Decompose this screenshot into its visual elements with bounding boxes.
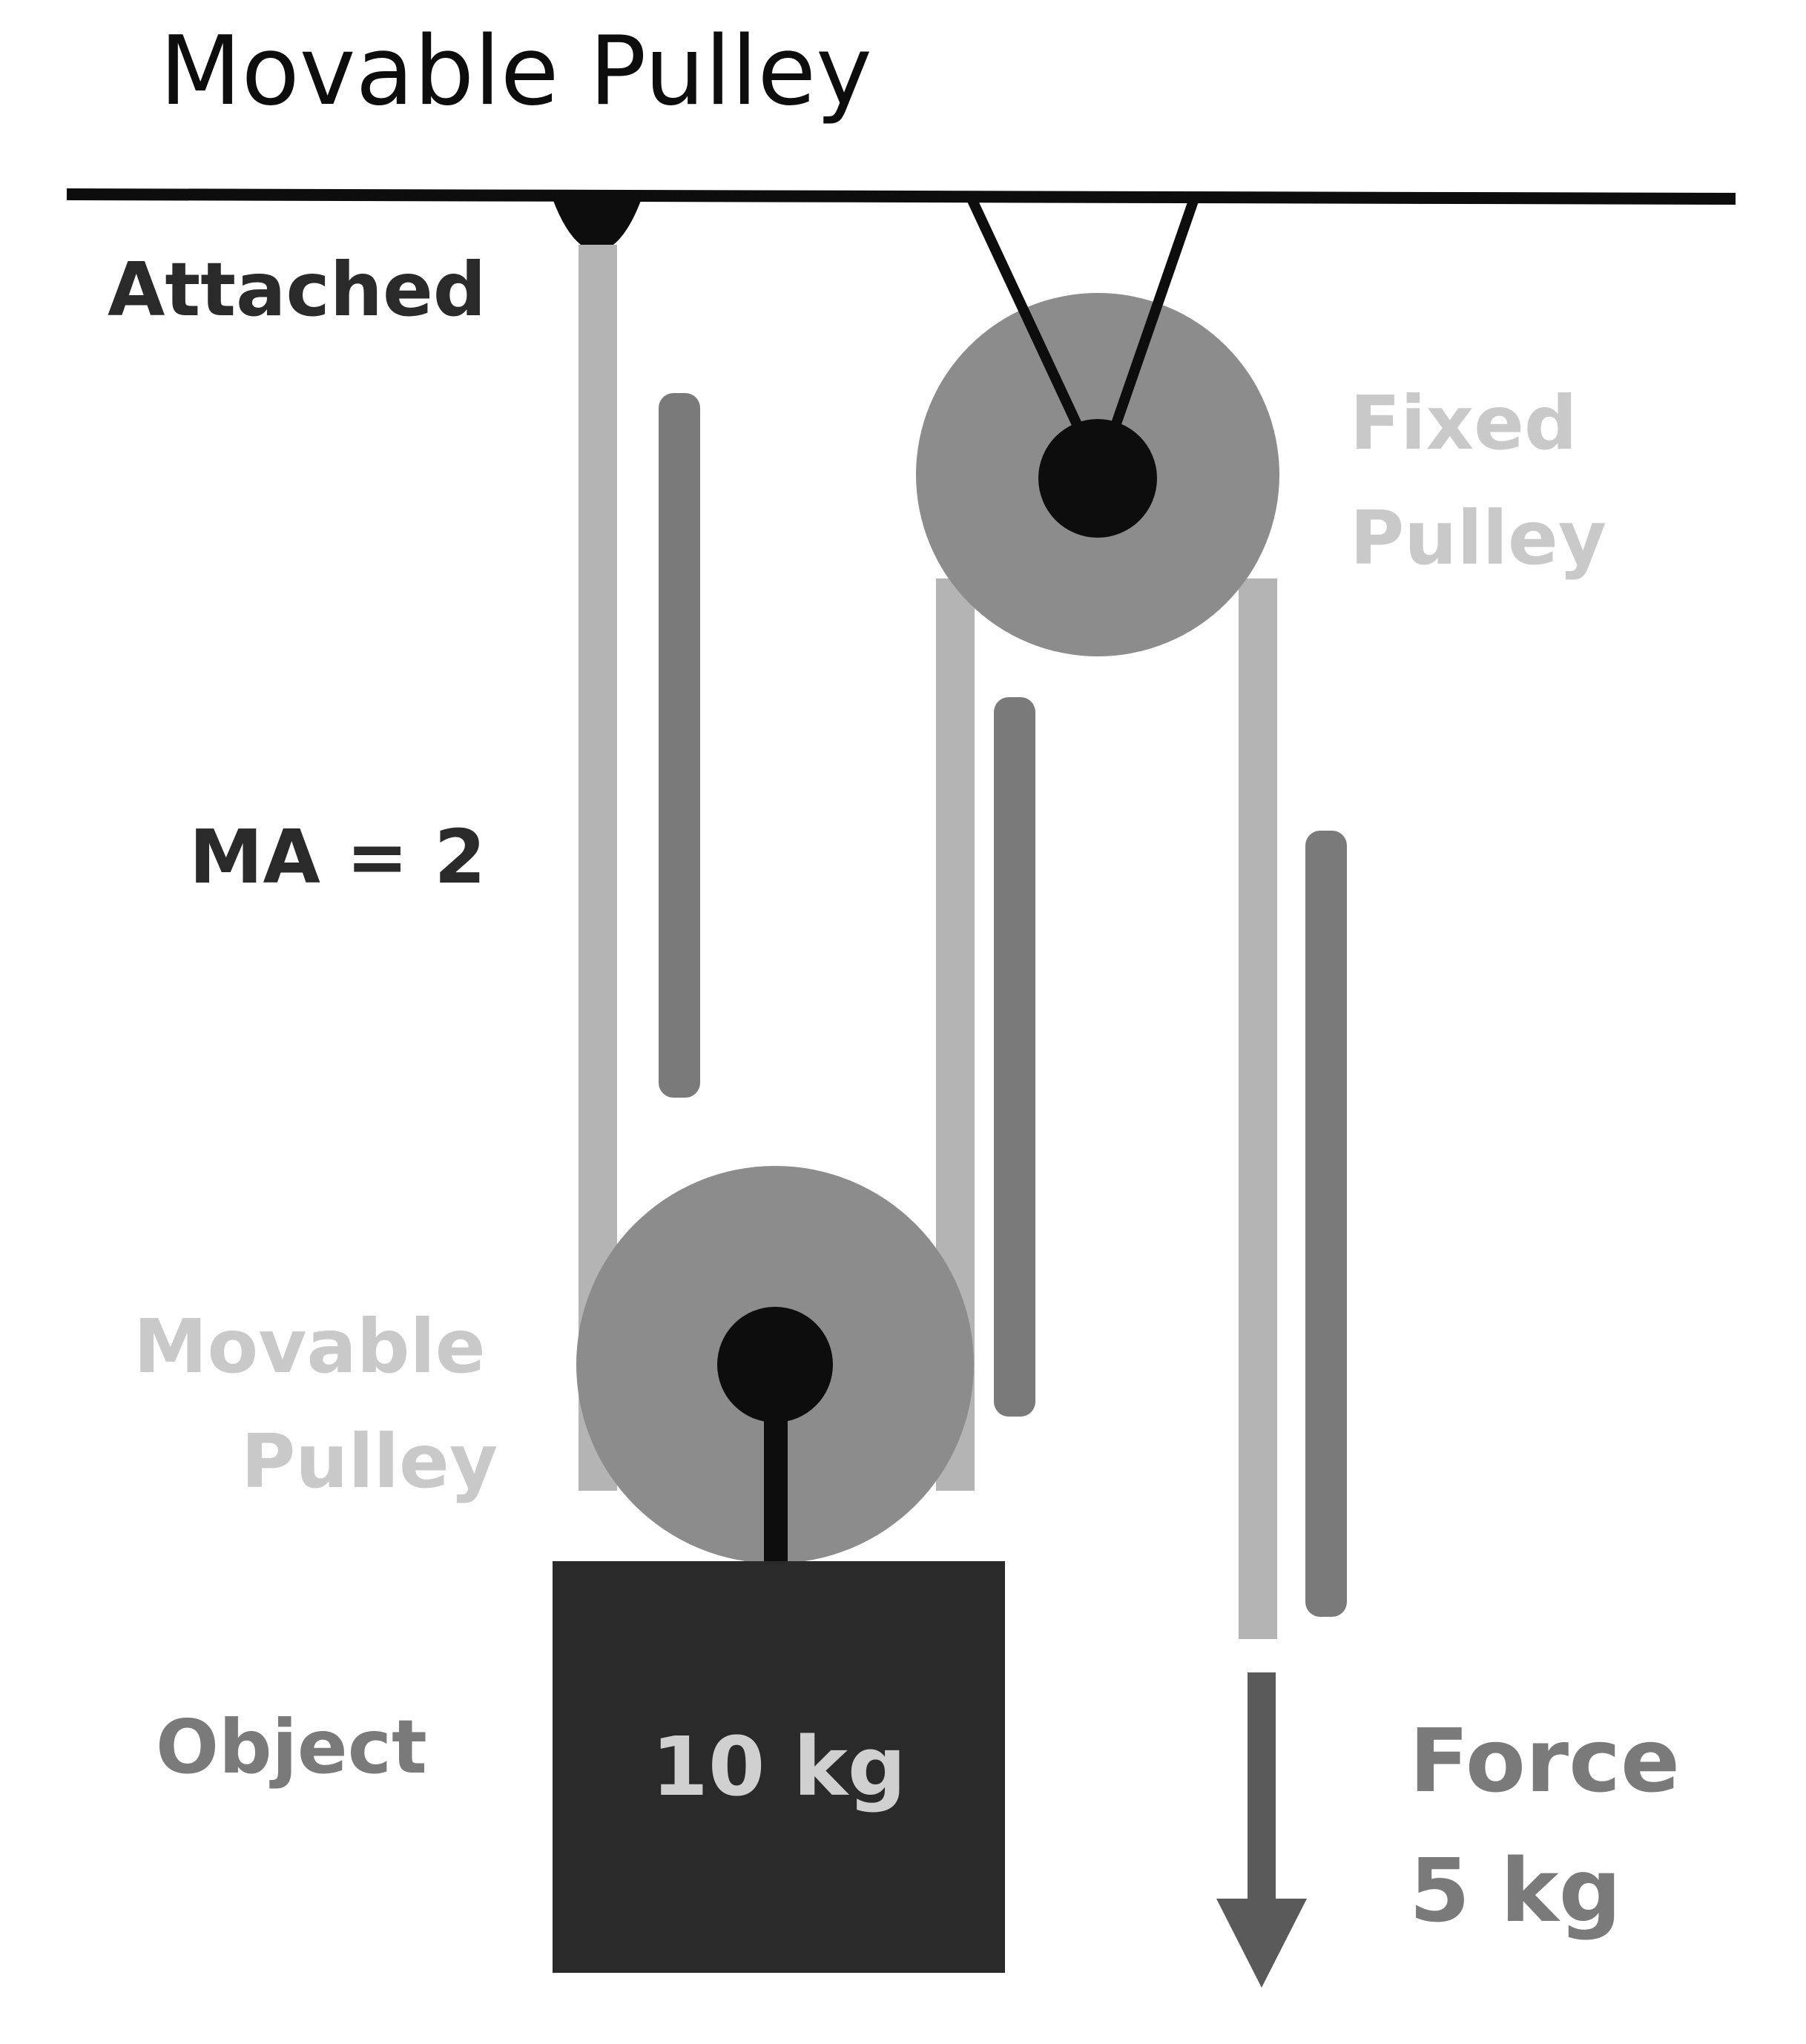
tension-arrow-middle (994, 697, 1035, 1417)
force-label-line1: Force (1409, 1710, 1680, 1812)
object-weight-label: 10 kg (651, 1719, 906, 1814)
movable-pulley-label-line1: Movable (134, 1303, 486, 1390)
fixed-pulley-axle (1038, 419, 1157, 538)
fixed-pulley-hanger-left (966, 197, 1092, 447)
tension-arrow-right (1305, 831, 1347, 1617)
force-arrow-head (1216, 1899, 1307, 1988)
movable-pulley-axle (717, 1307, 833, 1422)
mechanical-advantage-label: MA = 2 (189, 814, 486, 900)
object-block (553, 1561, 1005, 1973)
force-arrow-shaft (1248, 1672, 1276, 1939)
diagram-title: Movable Pulley (159, 16, 872, 127)
object-label: Object (156, 1704, 427, 1790)
tension-arrow-left (659, 393, 700, 1098)
movable-pulley-hook (764, 1394, 788, 1572)
fixed-pulley-label-line1: Fixed (1350, 380, 1578, 467)
movable-pulley-label-line2: Pulley (241, 1418, 498, 1505)
fixed-pulley-label-line2: Pulley (1350, 495, 1606, 581)
rope-right-strand (1239, 578, 1277, 1639)
ceiling-beam (66, 188, 1736, 205)
fixed-pulley-hanger-right (1104, 197, 1199, 447)
attachment-anchor (553, 199, 642, 252)
force-label-line2: 5 kg (1409, 1839, 1621, 1942)
attached-label: Attached (108, 246, 486, 333)
